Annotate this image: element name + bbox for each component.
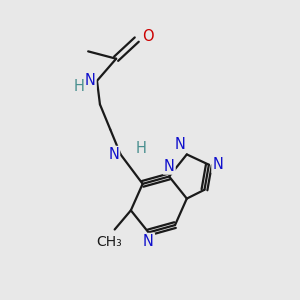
Text: N: N (164, 159, 175, 174)
Text: N: N (108, 147, 119, 162)
Text: O: O (142, 29, 154, 44)
Text: N: N (175, 137, 185, 152)
Text: N: N (143, 234, 154, 249)
Text: H: H (135, 141, 146, 156)
Text: N: N (212, 157, 223, 172)
Text: H: H (74, 79, 85, 94)
Text: CH₃: CH₃ (97, 235, 122, 249)
Text: N: N (85, 73, 95, 88)
